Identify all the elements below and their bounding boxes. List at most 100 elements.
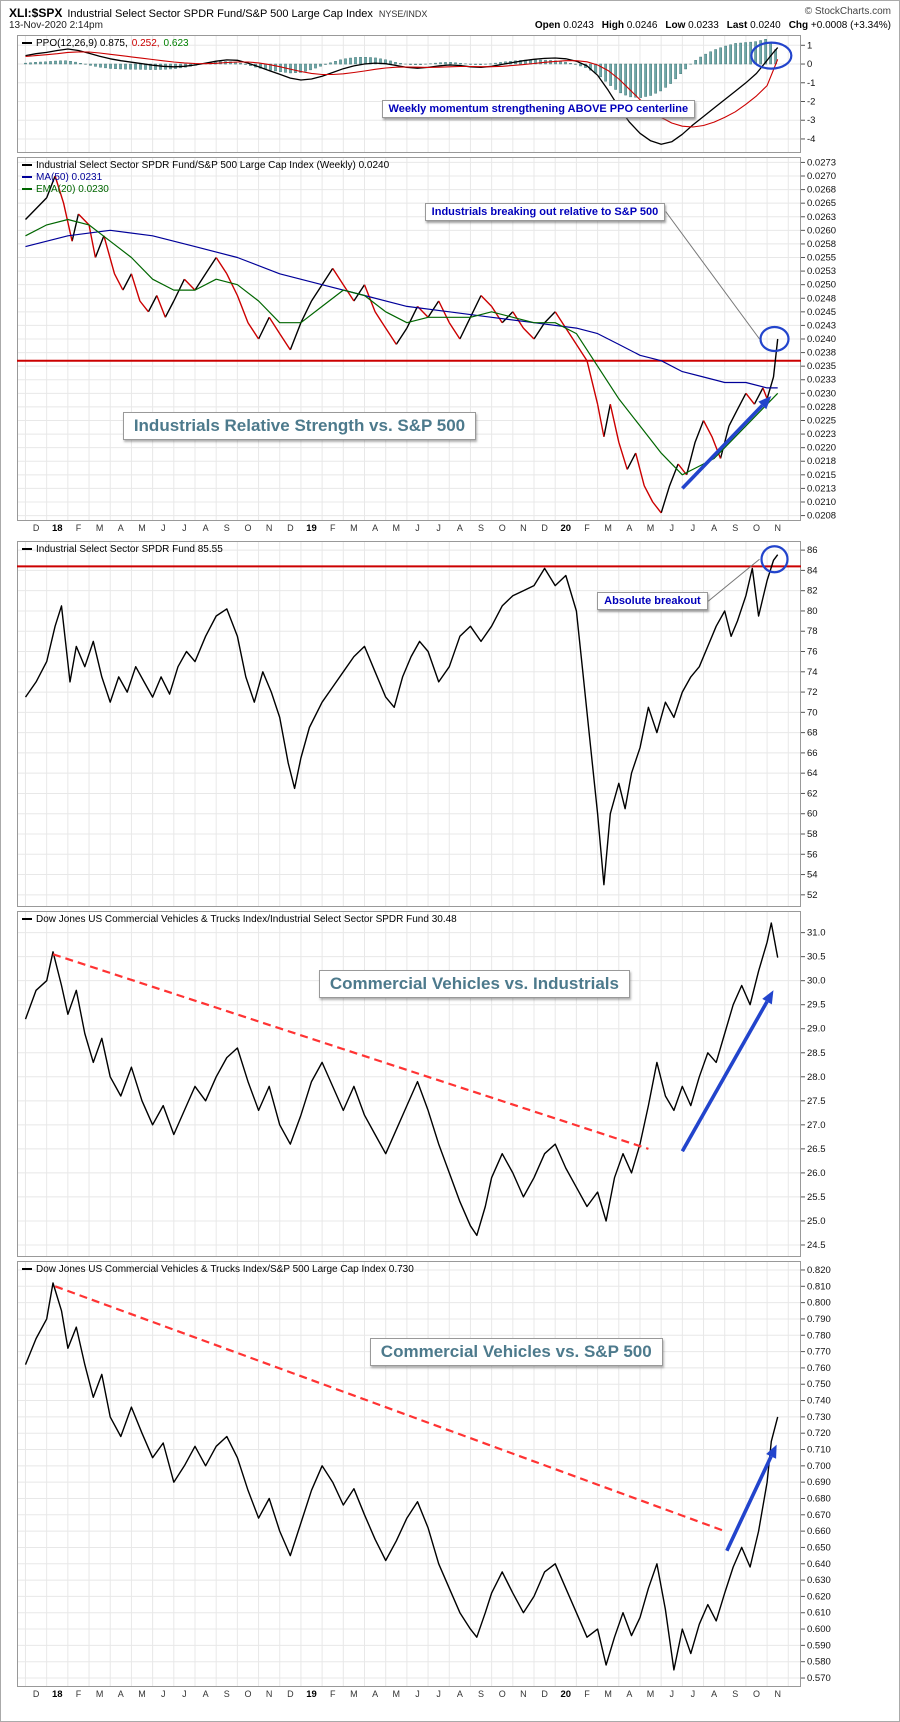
y-tick-label: 0.650 <box>807 1542 831 1553</box>
panel-ppo: 1 0 -1 -2 -3 -4 <box>17 35 815 153</box>
legend-text: MA(50) 0.0231 <box>36 172 103 183</box>
y-tick-label: 0.0220 <box>807 443 836 454</box>
month-axis: D 18 F M A M J J A S O N D 19 F M A M J J A S O N D 20 F M A M J J A S O N <box>1 523 899 537</box>
month-label: A <box>711 523 718 533</box>
month-label: D <box>541 1689 548 1699</box>
month-label: J <box>182 1689 187 1699</box>
month-label: J <box>415 1689 420 1699</box>
y-tick-label: 64 <box>807 768 818 779</box>
y-tick-label: 0.0250 <box>807 280 836 291</box>
month-label: N <box>520 523 527 533</box>
legend-swatch-icon <box>22 42 32 45</box>
month-label: F <box>329 1689 336 1699</box>
y-tick-label: 0.0240 <box>807 334 836 345</box>
chart-annotation-title: Commercial Vehicles vs. S&P 500 <box>369 1337 663 1366</box>
month-label: N <box>520 1689 527 1699</box>
legend-row: EMA(20) 0.0230 <box>22 184 393 196</box>
arrow-head <box>762 990 774 1005</box>
panel-border <box>17 541 801 907</box>
legend-swatch-icon <box>22 188 32 191</box>
y-tick-label: 0.820 <box>807 1265 831 1276</box>
y-tick-label: 0.0248 <box>807 293 836 304</box>
panel-border <box>17 35 801 153</box>
month-label: M <box>350 523 358 533</box>
y-tick-label: 26.5 <box>807 1144 826 1155</box>
month-label: M <box>138 1689 146 1699</box>
legend-ppo: PPO(12,26,9) 0.875, 0.252, 0.623 <box>22 38 193 50</box>
y-tick-label: 31.0 <box>807 928 826 939</box>
chart-callout: Absolute breakout <box>597 592 708 611</box>
month-label: S <box>223 523 230 533</box>
month-label: J <box>436 523 441 533</box>
gridlines <box>17 541 801 907</box>
y-tick-label: 70 <box>807 707 818 718</box>
arrow-head <box>758 396 772 410</box>
y-tick-label: 0.0225 <box>807 415 836 426</box>
y-tick-label: 0.0223 <box>807 429 836 440</box>
y-tick-label: 25.0 <box>807 1216 826 1227</box>
legend-swatch-icon <box>22 918 32 921</box>
y-tick-label: 27.5 <box>807 1096 826 1107</box>
y-tick-label: 29.5 <box>807 1000 826 1011</box>
y-tick-label: 0.740 <box>807 1396 831 1407</box>
y-tick-label: 68 <box>807 728 818 739</box>
quote-last: Last 0.0240 <box>726 20 781 31</box>
month-label: M <box>604 523 612 533</box>
series-line <box>25 229 778 389</box>
month-label: O <box>752 1689 760 1699</box>
y-tick-label: 0.680 <box>807 1493 831 1504</box>
month-label: J <box>669 1689 674 1699</box>
month-label: M <box>392 1689 401 1699</box>
quote-strip: Open 0.0243 High 0.0246 Low 0.0233 Last 0.0… <box>527 20 891 31</box>
ticker-symbol: XLI:$SPX <box>9 6 63 20</box>
arrow-head <box>766 1444 777 1459</box>
chart-callout: Weekly momentum strengthening ABOVE PPO … <box>381 99 696 118</box>
y-tick-label: 66 <box>807 748 818 759</box>
y-tick-label: 30.0 <box>807 976 826 987</box>
legend-text: Industrial Select Sector SPDR Fund/S&P 5… <box>36 160 390 171</box>
month-label: S <box>732 523 739 533</box>
month-label: M <box>392 523 401 533</box>
y-tick-label: 30.5 <box>807 952 826 963</box>
y-tick-label: 74 <box>807 667 818 678</box>
month-label: S <box>478 523 485 533</box>
y-tick-label: 0.660 <box>807 1526 831 1537</box>
y-tick-label: 0.730 <box>807 1412 831 1423</box>
y-tick-label: 0.0268 <box>807 185 836 196</box>
y-tick-label: 0.760 <box>807 1363 831 1374</box>
month-label: F <box>584 1689 590 1699</box>
year-label: 19 <box>306 523 317 534</box>
month-label: J <box>690 523 696 533</box>
series-line-down <box>54 175 768 514</box>
legend-row: Dow Jones US Commercial Vehicles & Truck… <box>22 914 461 926</box>
y-tick-label: 0.0230 <box>807 388 836 399</box>
y-tick-label: 0.750 <box>807 1379 831 1390</box>
copyright-label: © StockCharts.com <box>804 6 891 17</box>
ticker-name: Industrial Select Sector SPDR Fund/S&P 5… <box>67 8 373 20</box>
callout-pointer-line <box>665 211 760 340</box>
y-tick-label: 56 <box>807 849 818 860</box>
chart-header-line1: XLI:$SPX Industrial Select Sector SPDR Fu… <box>9 6 427 20</box>
chart-annotation-title: Industrials Relative Strength vs. S&P 50… <box>122 411 477 440</box>
month-label: O <box>498 523 506 533</box>
chart-annotation-title: Commercial Vehicles vs. Industrials <box>318 969 630 998</box>
month-label: F <box>584 523 590 533</box>
month-label: O <box>244 523 252 533</box>
y-tick-label: 0.780 <box>807 1330 831 1341</box>
annotation-arrow <box>725 1455 773 1552</box>
month-label: D <box>32 1689 40 1699</box>
legend-text: 0.252, <box>131 38 160 49</box>
y-tick-label: 84 <box>807 565 818 576</box>
year-label: 20 <box>560 523 572 534</box>
y-tick-label: 0.0258 <box>807 239 836 250</box>
panel-cvspx: 0.820 0.810 0.800 0.790 0.780 0.770 0.760 0.750… <box>17 1261 831 1687</box>
y-tick-label: 82 <box>807 586 818 597</box>
y-tick-label: 0.0213 <box>807 483 836 494</box>
month-label: F <box>75 1689 82 1699</box>
highlight-circle <box>759 325 790 353</box>
series-line <box>24 554 779 886</box>
y-tick-label: 0.0218 <box>807 456 836 467</box>
month-label: J <box>415 523 420 533</box>
series-line <box>24 1282 779 1671</box>
y-tick-label: 0.0245 <box>807 307 836 318</box>
